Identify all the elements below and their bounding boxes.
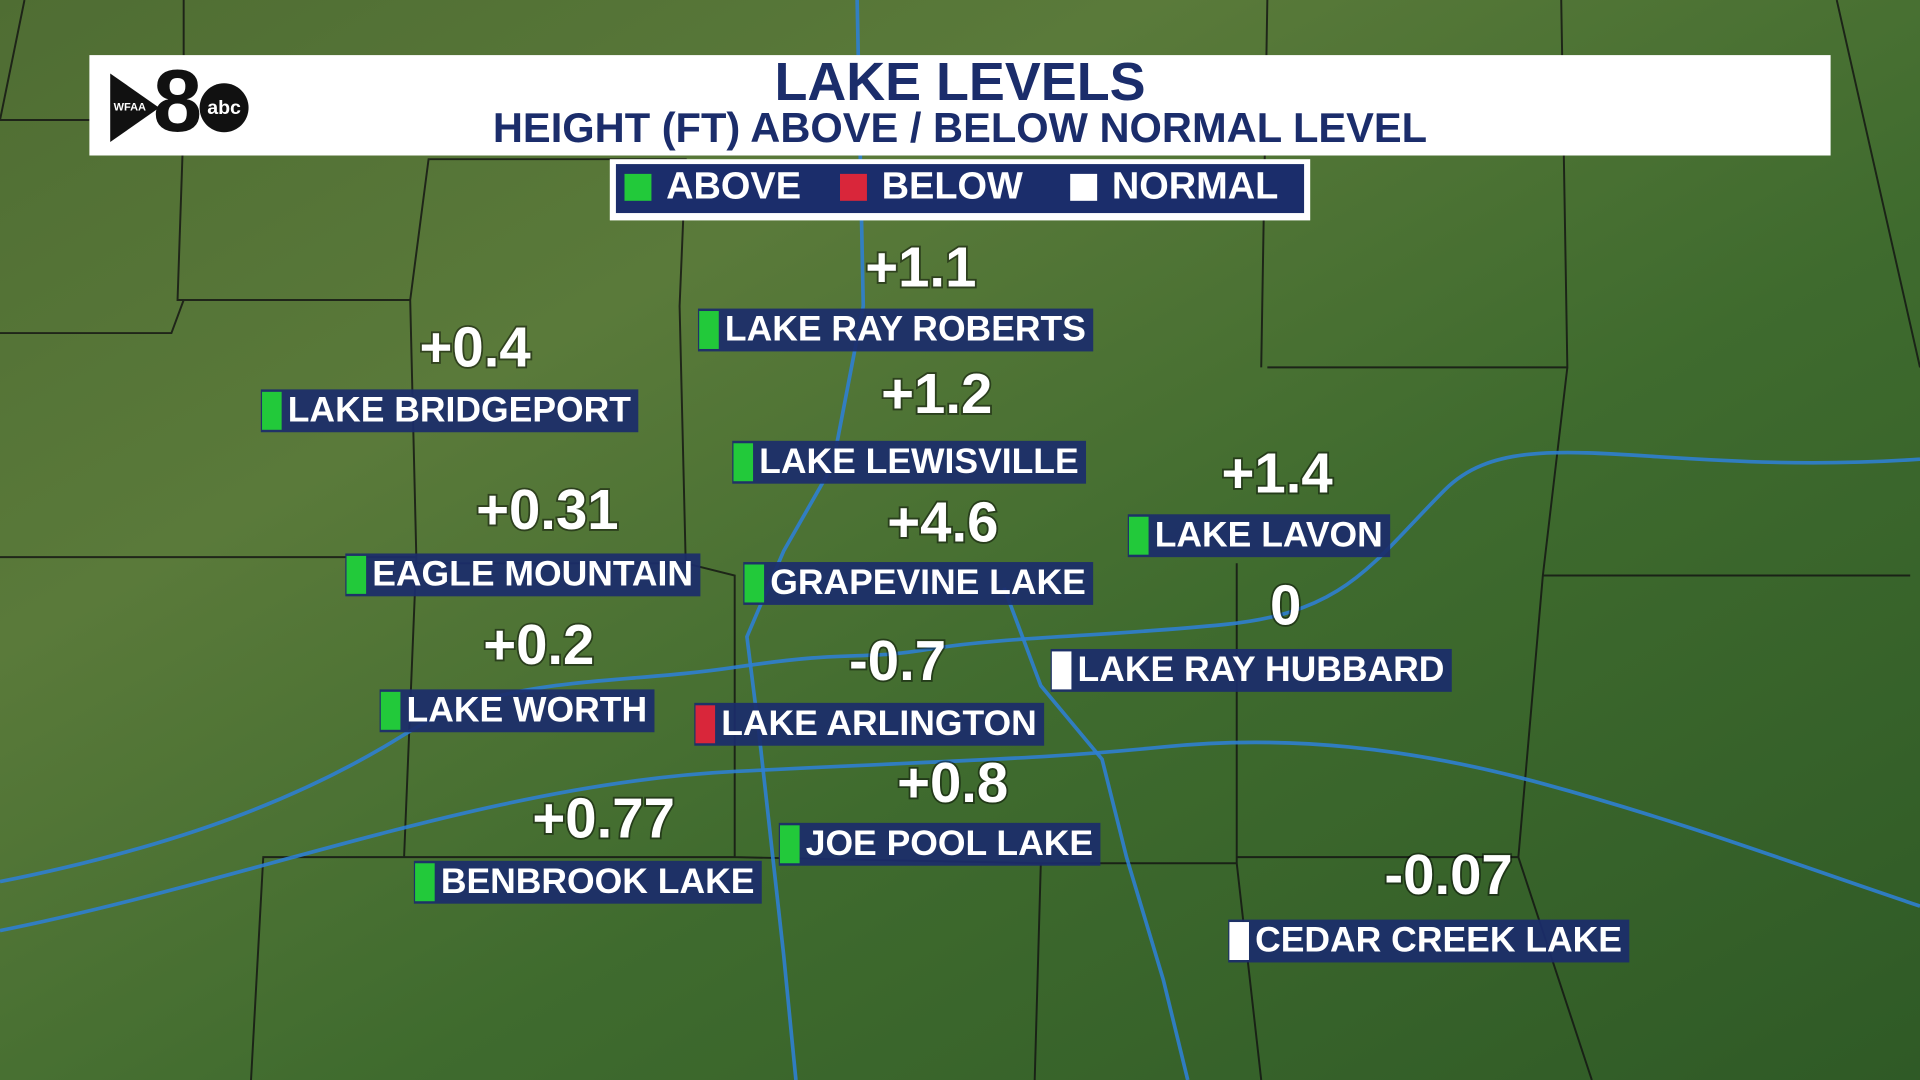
lake-name: LAKE BRIDGEPORT bbox=[288, 389, 631, 429]
lake-name: LAKE RAY HUBBARD bbox=[1078, 649, 1445, 689]
lake-name: LAKE ARLINGTON bbox=[721, 703, 1037, 743]
lake-level: -0.7 bbox=[849, 629, 946, 692]
legend-swatch bbox=[1070, 173, 1098, 201]
lake-label-box bbox=[778, 822, 1101, 866]
lake-label-box bbox=[1127, 514, 1391, 558]
lake-level: +0.4 bbox=[420, 315, 532, 378]
subtitle: HEIGHT (FT) ABOVE / BELOW NORMAL LEVEL bbox=[493, 104, 1427, 151]
legend-label: BELOW bbox=[882, 166, 1023, 208]
lake-status-swatch bbox=[1128, 516, 1149, 555]
lake-marker: LAKE RAY HUBBARD 0 bbox=[1050, 572, 1452, 692]
lake-status-swatch bbox=[380, 691, 401, 730]
legend-swatch bbox=[624, 173, 652, 201]
legend-swatch bbox=[840, 173, 867, 201]
lake-marker: LAKE LAVON +1.4 bbox=[1127, 440, 1391, 558]
legend-label: NORMAL bbox=[1112, 166, 1278, 208]
lake-label-box bbox=[732, 440, 1087, 484]
lake-status-swatch bbox=[346, 555, 367, 594]
header-bar bbox=[89, 55, 1831, 156]
lake-label-box bbox=[345, 553, 701, 597]
lake-label-box bbox=[694, 702, 1045, 746]
lake-marker: LAKE BRIDGEPORT +0.4 bbox=[260, 313, 639, 433]
lake-marker: EAGLE MOUNTAIN +0.31 bbox=[345, 476, 701, 597]
lake-status-swatch bbox=[780, 825, 800, 864]
lake-marker: CEDAR CREEK LAKE -0.07 bbox=[1228, 841, 1630, 963]
lake-status-swatch bbox=[415, 863, 435, 902]
lake-level: +1.4 bbox=[1222, 441, 1334, 504]
lake-marker: LAKE RAY ROBERTS +1.1 bbox=[697, 234, 1094, 352]
logo-network: abc bbox=[207, 97, 241, 119]
legend-box bbox=[615, 164, 1305, 214]
lake-marker: BENBROOK LAKE +0.77 bbox=[413, 785, 762, 904]
lake-status-swatch bbox=[1229, 922, 1249, 960]
logo-number: 8 bbox=[153, 51, 202, 150]
lake-marker: JOE POOL LAKE +0.8 bbox=[778, 749, 1101, 866]
lake-level: +1.1 bbox=[865, 236, 976, 299]
lake-status-swatch bbox=[695, 705, 716, 744]
lake-level: 0 bbox=[1270, 574, 1301, 637]
logo-circle bbox=[199, 83, 249, 133]
lake-level: +4.6 bbox=[887, 490, 998, 553]
lake-level: +0.77 bbox=[532, 787, 675, 850]
lake-status-swatch bbox=[262, 391, 282, 430]
lake-name: LAKE WORTH bbox=[407, 689, 648, 729]
lake-name: EAGLE MOUNTAIN bbox=[372, 553, 693, 593]
legend: ABOVE BELOW NORMAL bbox=[624, 166, 1278, 208]
lake-name: BENBROOK LAKE bbox=[441, 861, 755, 901]
lake-level: +0.31 bbox=[476, 478, 619, 541]
lake-status-swatch bbox=[699, 311, 719, 349]
lake-name: GRAPEVINE LAKE bbox=[770, 562, 1086, 602]
lake-label-box bbox=[1050, 648, 1452, 692]
lake-label-box bbox=[743, 562, 1094, 605]
lake-name: LAKE LEWISVILLE bbox=[759, 441, 1078, 481]
lake-label-box bbox=[697, 308, 1094, 352]
lake-marker: LAKE ARLINGTON -0.7 bbox=[694, 627, 1045, 746]
lake-level: -0.07 bbox=[1384, 843, 1512, 906]
lake-status-swatch bbox=[733, 443, 754, 482]
lake-label-box bbox=[1228, 919, 1630, 963]
lake-level: +0.8 bbox=[897, 751, 1008, 814]
lake-status-swatch bbox=[744, 564, 765, 603]
lake-label-box bbox=[413, 860, 762, 904]
lake-label-box bbox=[379, 689, 655, 733]
logo-station: WFAA bbox=[114, 102, 146, 114]
lake-level: +0.2 bbox=[483, 613, 594, 676]
lake-marker: LAKE LEWISVILLE +1.2 bbox=[732, 360, 1087, 484]
logo: WFAA 8 abc bbox=[110, 51, 249, 150]
lake-level: +1.2 bbox=[881, 362, 992, 425]
lake-name: JOE POOL LAKE bbox=[806, 823, 1093, 863]
lake-name: LAKE RAY ROBERTS bbox=[725, 309, 1086, 349]
lake-name: LAKE LAVON bbox=[1155, 514, 1383, 554]
lake-marker: LAKE WORTH +0.2 bbox=[379, 611, 655, 733]
legend-label: ABOVE bbox=[666, 166, 801, 208]
lake-marker: GRAPEVINE LAKE +4.6 bbox=[743, 489, 1094, 605]
lake-name: CEDAR CREEK LAKE bbox=[1255, 920, 1622, 960]
lake-label-box bbox=[260, 389, 639, 433]
title: LAKE LEVELS bbox=[774, 52, 1145, 112]
lake-status-swatch bbox=[1051, 651, 1072, 690]
logo-arrow bbox=[110, 73, 160, 143]
